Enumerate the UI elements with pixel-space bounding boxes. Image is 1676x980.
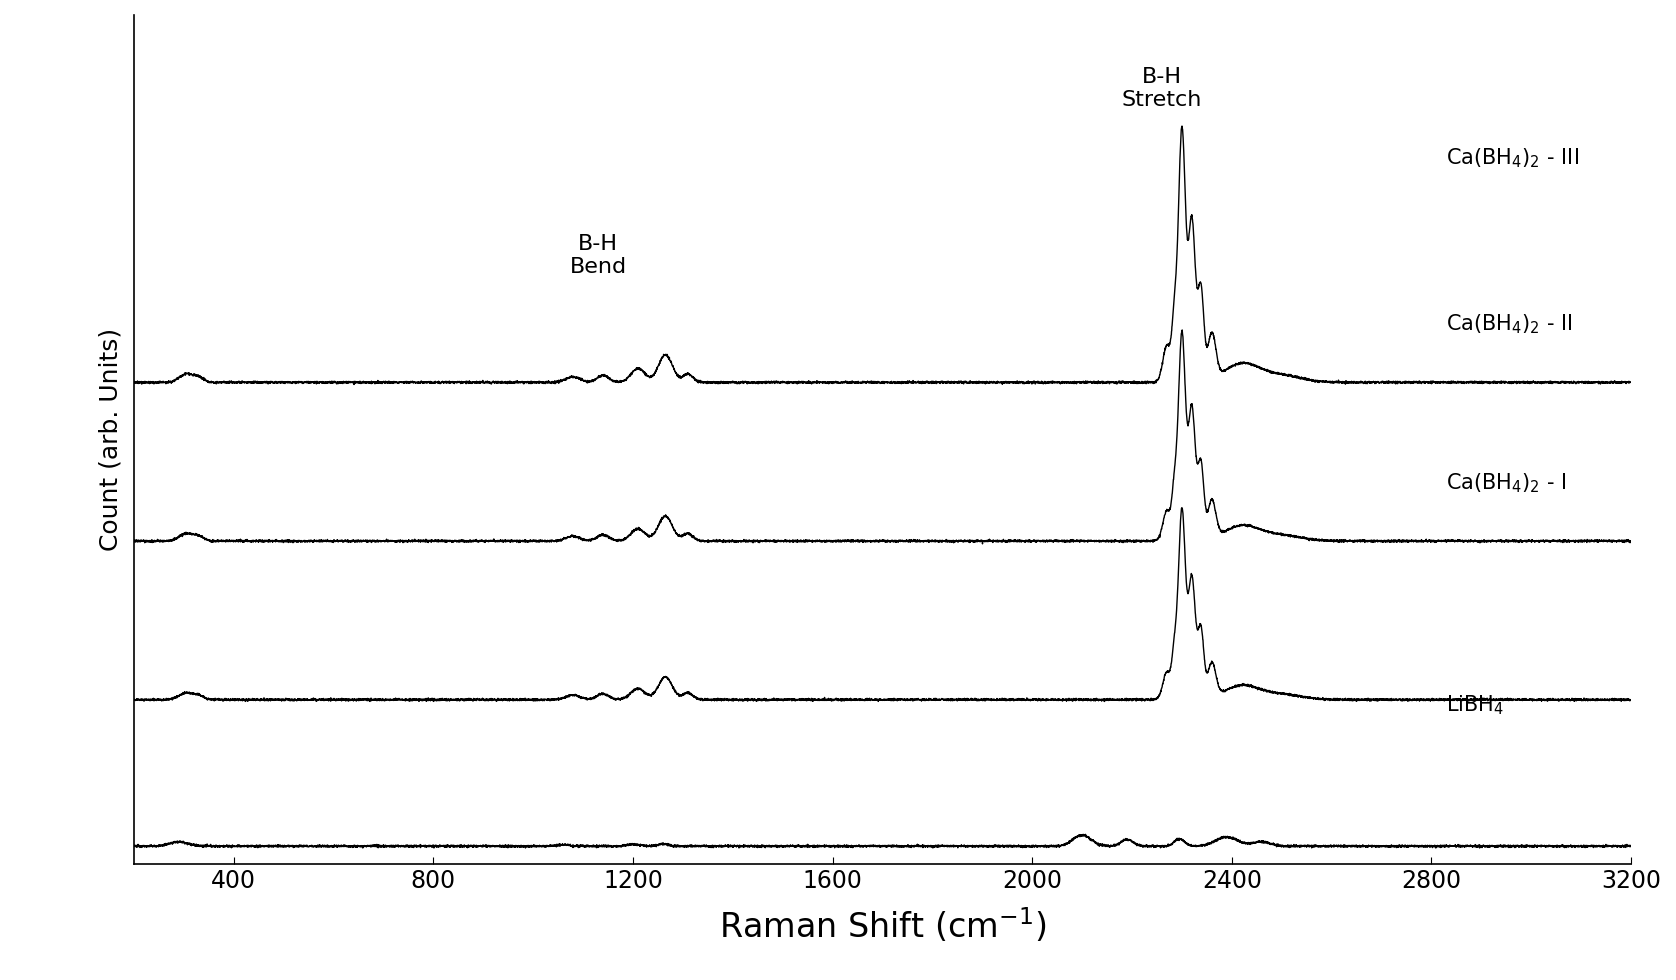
Text: LiBH$_4$: LiBH$_4$: [1446, 694, 1505, 717]
Text: B-H
Stretch: B-H Stretch: [1121, 67, 1202, 110]
Text: B-H
Bend: B-H Bend: [570, 233, 627, 276]
Text: Ca(BH$_4$)$_2$ - II: Ca(BH$_4$)$_2$ - II: [1446, 313, 1574, 336]
X-axis label: Raman Shift (cm$^{-1}$): Raman Shift (cm$^{-1}$): [719, 906, 1046, 946]
Text: Ca(BH$_4$)$_2$ - I: Ca(BH$_4$)$_2$ - I: [1446, 471, 1567, 495]
Text: Ca(BH$_4$)$_2$ - III: Ca(BH$_4$)$_2$ - III: [1446, 146, 1579, 170]
Y-axis label: Count (arb. Units): Count (arb. Units): [99, 328, 122, 551]
